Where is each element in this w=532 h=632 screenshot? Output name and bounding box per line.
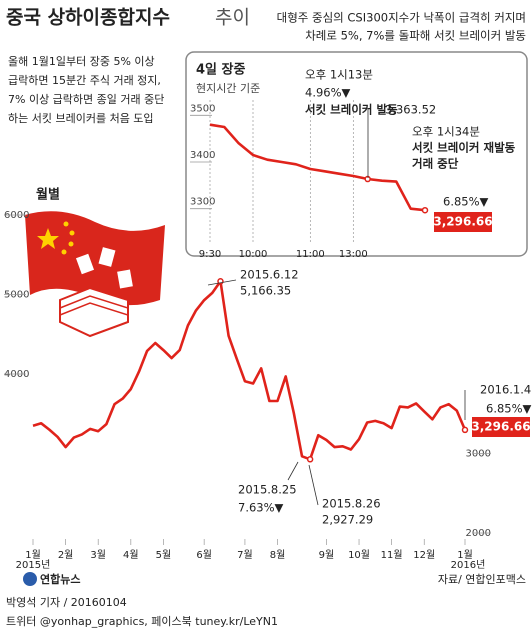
byline: 박영석 기자 / 20160104 xyxy=(6,596,127,609)
x-tick-label: 2월 xyxy=(58,549,74,561)
y-tick-label: 3000 xyxy=(466,449,491,460)
title-suffix: 추이 xyxy=(215,7,250,29)
x-tick-label: 9월 xyxy=(319,549,335,561)
x-tick-label: 10월 xyxy=(348,549,370,561)
leader-line xyxy=(207,279,237,286)
y-tick-label: 2000 xyxy=(466,528,491,539)
logo: 연합뉴스 xyxy=(23,572,80,586)
value-callout xyxy=(434,212,492,232)
value-point xyxy=(421,206,429,214)
period-label: 월별 xyxy=(36,187,60,203)
x-tick-label: 9:30 xyxy=(199,249,221,260)
annotation: 서킷 브레이커 발동 xyxy=(305,103,398,117)
note: 올해 1월1일부터 장중 5% 이상 xyxy=(8,54,155,68)
x-tick-label: 8월 xyxy=(270,549,286,561)
x-tick-label: 12월 xyxy=(413,549,435,561)
annotation: 2015.8.25 xyxy=(238,483,297,497)
logo-text: 연합뉴스 xyxy=(40,572,80,586)
annotation: 7.63%▼ xyxy=(238,501,284,515)
y-tick-label: 3500 xyxy=(190,103,215,114)
annotation: 2015.6.12 xyxy=(240,268,299,282)
x-tick-label: 10:00 xyxy=(239,249,268,260)
annotation: 거래 중단 xyxy=(412,157,459,171)
leader-line xyxy=(308,464,319,506)
y-tick-label: 5000 xyxy=(4,290,29,301)
title: 중국 상하이종합지수 xyxy=(6,7,170,29)
y-tick-label: 6000 xyxy=(4,210,29,221)
annotation: 오후 1시34분 xyxy=(412,125,480,139)
value-label: 2,927.29 xyxy=(322,513,373,527)
x-tick-label: 1월 xyxy=(25,549,41,561)
flag-illustration xyxy=(25,211,165,338)
price-line xyxy=(209,123,426,212)
annotation: 6.85%▼ xyxy=(486,402,532,416)
source: 자료/ 연합인포맥스 xyxy=(438,573,526,586)
value-label: 3,296.66 xyxy=(433,215,492,229)
value-point xyxy=(306,456,314,463)
y-tick-label: 3300 xyxy=(190,197,215,208)
x-tick-label: 11월 xyxy=(381,549,403,561)
value-callout xyxy=(472,417,530,437)
description: 대형주 중심의 CSI300지수가 낙폭이 급격히 커지며 xyxy=(277,11,526,25)
x-year-label: 2015년 xyxy=(16,559,51,571)
social: 트위터 @yonhap_graphics, 페이스북 tuney.kr/LeYN… xyxy=(6,615,278,628)
note: 하는 서킷 브레이커를 처음 도입 xyxy=(8,111,154,125)
x-tick-label: 4월 xyxy=(123,549,139,561)
y-tick-label: 4000 xyxy=(4,369,29,380)
note: 7% 이상 급락하면 종일 거래 중단 xyxy=(8,92,164,106)
leader-line xyxy=(287,461,299,481)
inset-title: 4일 장중 xyxy=(196,62,245,78)
inset-subtitle: 현지시간 기준 xyxy=(196,82,260,95)
description: 차례로 5%, 7%를 돌파해 서킷 브레이커 발동 xyxy=(305,29,526,43)
value-point xyxy=(461,426,469,434)
x-tick-label: 1월 xyxy=(457,549,473,561)
annotation: 2015.8.26 xyxy=(322,497,381,511)
note: 급락하면 15분간 주식 거래 정지, xyxy=(8,73,161,87)
annotation: 4.96%▼ xyxy=(305,86,351,100)
value-label: 3,363.52 xyxy=(385,103,436,117)
x-tick-label: 11:00 xyxy=(296,249,325,260)
x-tick-label: 3월 xyxy=(90,549,106,561)
annotation: 서킷 브레이커 재발동 xyxy=(412,141,516,155)
x-year-label: 2016년 xyxy=(451,559,486,571)
inset-frame xyxy=(185,51,528,257)
x-tick-label: 5월 xyxy=(156,549,172,561)
value-label: 5,166.35 xyxy=(240,284,291,298)
annotation: 6.85%▼ xyxy=(443,195,489,209)
annotation: 오후 1시13분 xyxy=(305,68,373,82)
price-line xyxy=(32,280,467,461)
annotation: 2016.1.4 xyxy=(480,383,531,397)
value-label: 3,296.66 xyxy=(471,420,530,434)
x-tick-label: 13:00 xyxy=(339,249,368,260)
x-tick-label: 7월 xyxy=(237,549,253,561)
x-tick-label: 6월 xyxy=(196,549,212,561)
y-tick-label: 3400 xyxy=(190,150,215,161)
